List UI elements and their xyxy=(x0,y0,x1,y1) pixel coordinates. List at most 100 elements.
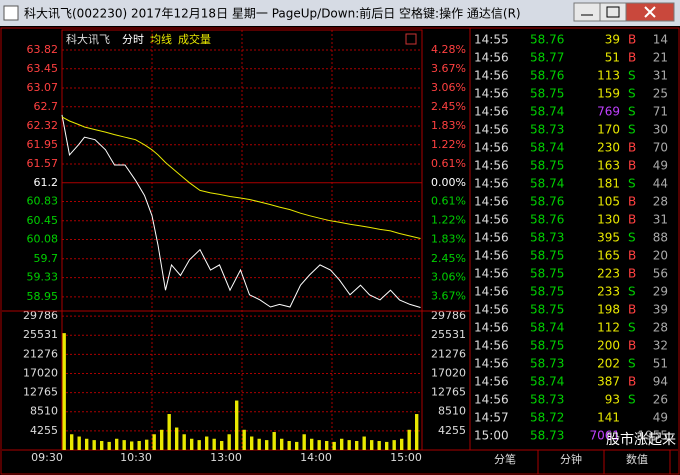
stock-name: 科大讯飞 xyxy=(66,32,110,46)
trade-side: S xyxy=(628,177,636,191)
volume-tick-label: 29786 xyxy=(23,309,58,322)
volume-tick-label: 12765 xyxy=(23,386,58,399)
trade-time: 14:56 xyxy=(474,231,509,245)
price-line xyxy=(61,116,421,239)
y-tick-label: 63.45 xyxy=(27,62,59,75)
volume-bar xyxy=(265,440,269,450)
volume-tick-label: 21276 xyxy=(23,347,58,360)
trade-price: 58.73 xyxy=(530,231,564,245)
trade-time: 14:56 xyxy=(474,87,509,101)
trade-count: 26 xyxy=(653,393,668,407)
watermark: 股市涨起来 xyxy=(606,431,676,448)
panel-toggle[interactable] xyxy=(405,33,417,45)
trade-price: 58.77 xyxy=(530,51,564,65)
y2-tick-label: 1.83% xyxy=(431,119,466,132)
trade-count: 28 xyxy=(653,195,668,209)
y-tick-label: 58.95 xyxy=(27,290,59,303)
trade-time: 14:56 xyxy=(474,69,509,83)
trade-volume: 112 xyxy=(597,321,620,335)
trade-time: 14:56 xyxy=(474,375,509,389)
trade-count: 14 xyxy=(653,33,668,47)
trade-volume: 163 xyxy=(597,159,620,173)
trade-time: 14:55 xyxy=(474,33,509,47)
minimize-button[interactable] xyxy=(573,2,601,22)
app-icon xyxy=(3,5,19,21)
volume-bar xyxy=(250,436,254,450)
trade-side: S xyxy=(628,321,636,335)
volume-bar xyxy=(295,441,299,450)
tab[interactable]: 分钟 xyxy=(560,452,582,466)
y2-tick-label: 1.22% xyxy=(431,214,466,227)
y-tick-label: 60.08 xyxy=(27,233,59,246)
volume-tick-label-right: 21276 xyxy=(431,347,466,360)
trade-time: 14:56 xyxy=(474,141,509,155)
y2-tick-label: 3.06% xyxy=(431,271,466,284)
volume-bar xyxy=(197,440,201,450)
y2-tick-label: 1.22% xyxy=(431,138,466,151)
trade-time: 14:56 xyxy=(474,177,509,191)
trade-price: 58.76 xyxy=(530,69,564,83)
trade-side: S xyxy=(628,285,636,299)
volume-bar xyxy=(92,440,96,450)
maximize-button[interactable] xyxy=(599,2,627,22)
trade-side: B xyxy=(628,159,636,173)
price-line xyxy=(61,114,421,308)
window-title: 科大讯飞(002230) 2017年12月18日 星期一 PageUp/Down… xyxy=(24,6,521,21)
volume-bar xyxy=(152,434,156,450)
tab[interactable]: 数值 xyxy=(626,453,648,466)
volume-bar xyxy=(100,441,104,450)
trade-count: 29 xyxy=(653,285,668,299)
volume-bar xyxy=(85,438,89,450)
trade-count: 32 xyxy=(653,339,668,353)
trade-time: 14:56 xyxy=(474,123,509,137)
trade-time: 14:56 xyxy=(474,393,509,407)
trade-count: 88 xyxy=(653,231,668,245)
trade-price: 58.76 xyxy=(530,33,564,47)
trade-count: 31 xyxy=(653,213,668,227)
trade-side: S xyxy=(628,393,636,407)
trade-time: 14:56 xyxy=(474,195,509,209)
x-tick-label: 15:00 xyxy=(390,451,422,464)
trade-side: B xyxy=(628,141,636,155)
trade-price: 58.73 xyxy=(530,357,564,371)
volume-bar xyxy=(227,434,231,450)
trade-side: S xyxy=(628,231,636,245)
volume-bar xyxy=(332,441,336,450)
volume-bar xyxy=(310,438,314,450)
trade-price: 58.75 xyxy=(530,159,564,173)
trade-volume: 202 xyxy=(597,357,620,371)
volume-bar xyxy=(400,438,404,450)
volume-tick-label-right: 17020 xyxy=(431,366,466,379)
volume-bar xyxy=(220,441,224,450)
trade-volume: 395 xyxy=(597,231,620,245)
y-tick-label: 59.33 xyxy=(27,271,59,284)
volume-bar xyxy=(122,440,126,450)
y2-tick-label: 3.67% xyxy=(431,62,466,75)
trade-volume: 233 xyxy=(597,285,620,299)
maximize-glyph xyxy=(606,6,620,18)
trade-volume: 198 xyxy=(597,303,620,317)
y-tick-label: 62.7 xyxy=(34,100,59,113)
trade-price: 58.74 xyxy=(530,321,564,335)
volume-bar xyxy=(392,440,396,450)
volume-bar xyxy=(70,434,74,450)
trade-side: B xyxy=(628,375,636,389)
volume-tick-label-right: 29786 xyxy=(431,309,466,322)
trade-time: 14:56 xyxy=(474,249,509,263)
trade-price: 58.76 xyxy=(530,213,564,227)
volume-bar xyxy=(272,432,276,450)
legend-volume: 成交量 xyxy=(178,32,211,46)
y2-tick-label: 0.61% xyxy=(431,157,466,170)
trade-volume: 7061 xyxy=(589,429,620,443)
y-tick-label: 60.45 xyxy=(27,214,59,227)
legend-average: 均线 xyxy=(150,32,172,46)
volume-tick-label: 8510 xyxy=(30,405,58,418)
tab[interactable]: 分笔 xyxy=(494,452,516,466)
trade-count: 51 xyxy=(653,357,668,371)
trade-side: S xyxy=(628,123,636,137)
x-tick-label: 10:30 xyxy=(120,451,152,464)
trade-volume: 181 xyxy=(597,177,620,191)
trade-side: B xyxy=(628,213,636,227)
